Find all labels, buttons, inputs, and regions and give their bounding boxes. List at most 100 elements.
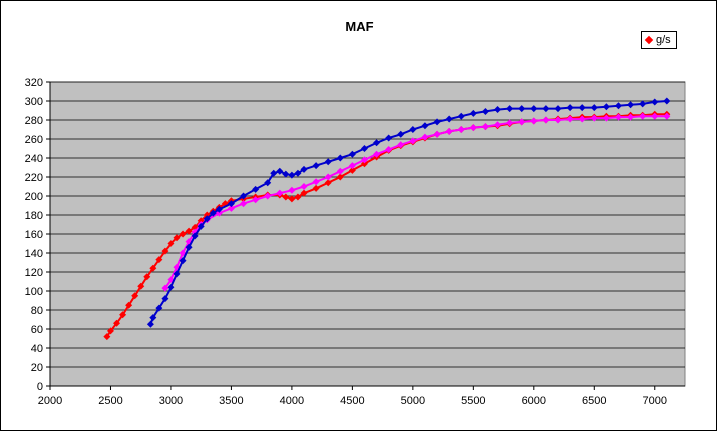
data-point [627,101,635,109]
x-tick-label: 3500 [219,395,243,407]
legend-label: g/s [656,34,671,46]
data-point [336,154,344,162]
data-point [590,104,598,112]
data-point [348,162,356,170]
data-point [494,121,502,129]
data-point [173,234,181,242]
x-tick-label: 6500 [582,395,606,407]
y-tick-label: 220 [25,172,43,184]
data-point [119,311,127,319]
data-point [397,141,405,149]
y-tick-label: 0 [37,381,43,393]
data-point [360,160,368,168]
data-point [270,169,278,177]
data-point [240,200,248,208]
y-tick-label: 120 [25,267,43,279]
data-point [481,107,489,115]
data-point [125,301,133,309]
data-point [651,98,659,106]
data-point [566,104,574,112]
data-point [360,156,368,164]
data-point [566,115,574,123]
data-point [602,114,610,122]
data-point [300,165,308,173]
data-point [155,304,163,312]
data-point [336,167,344,175]
data-point [252,185,260,193]
data-point [282,193,290,201]
data-point [167,283,175,291]
data-point [554,116,562,124]
legend-marker-icon [644,35,654,45]
data-point [409,137,417,145]
data-point [602,103,610,111]
data-point [276,189,284,197]
data-point [173,270,181,278]
data-point [203,215,211,223]
data-point [227,200,235,208]
data-point [457,126,465,133]
data-point [324,158,332,166]
data-point [421,122,429,130]
data-point [146,320,154,328]
data-point [530,117,538,125]
data-point [421,133,429,141]
x-tick-label: 2000 [38,395,62,407]
y-tick-label: 320 [25,77,43,89]
data-point [373,150,381,158]
data-point [215,205,223,213]
data-point [185,243,193,251]
data-point [542,116,550,124]
data-point [469,109,477,117]
data-point [264,192,272,200]
data-point [167,240,175,247]
data-point [578,115,586,123]
data-point [481,123,489,131]
data-point [197,222,205,230]
data-point [627,113,635,121]
data-point [433,130,441,138]
data-point [288,171,296,179]
data-point [312,184,320,192]
legend: g/s [641,31,677,49]
y-tick-label: 160 [25,229,43,241]
data-point [554,105,562,113]
chart-title: MAF [345,19,374,34]
data-point [137,282,145,290]
data-point [300,189,308,197]
data-point [191,232,199,240]
data-point [518,105,526,113]
y-tick-label: 260 [25,134,43,146]
x-tick-label: 5500 [461,395,485,407]
data-point [433,118,441,126]
data-point [445,127,453,135]
data-point [651,112,659,120]
data-point [288,186,296,194]
y-tick-label: 40 [31,343,43,355]
data-point [506,119,514,127]
data-point [385,134,393,142]
data-point [542,105,550,113]
data-point [161,247,169,255]
data-point [348,150,356,158]
data-point [469,124,477,132]
data-point [155,256,163,264]
data-point [457,112,465,120]
data-point [161,295,169,303]
data-point [103,333,111,341]
data-point [179,257,187,265]
data-point [312,178,320,186]
data-point [445,115,453,123]
data-point [614,102,622,110]
data-point [348,166,356,174]
data-point [506,105,514,113]
data-point [324,179,332,187]
y-tick-label: 60 [31,324,43,336]
data-point [312,162,320,170]
y-tick-label: 180 [25,210,43,222]
data-point [252,196,260,204]
data-point [373,139,381,147]
data-point [336,173,344,181]
